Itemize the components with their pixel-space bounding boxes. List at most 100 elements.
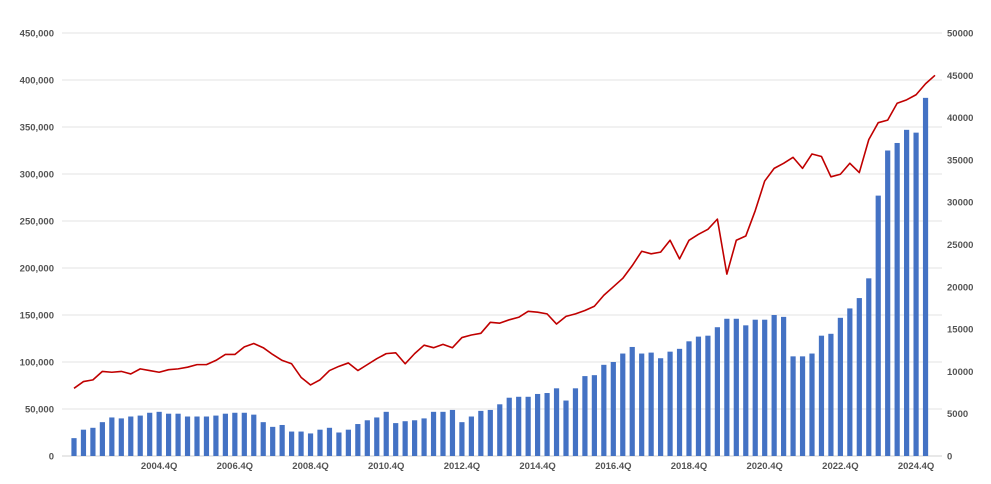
bar: [828, 333, 834, 456]
x-tick-label: 2018.4Q: [671, 461, 707, 472]
bar: [743, 325, 749, 456]
bar: [629, 346, 635, 456]
bar: [80, 429, 87, 456]
bar: [894, 142, 900, 457]
x-tick-label: 2016.4Q: [595, 461, 631, 472]
bar: [307, 433, 314, 456]
x-tick-label: 2006.4Q: [217, 461, 253, 472]
bar: [421, 418, 427, 456]
right-tick-label: 10000: [947, 367, 973, 378]
right-axis: 0 5000 10000 15000 20000 25000 30000 35000 40000…: [947, 29, 973, 463]
bar: [289, 431, 295, 456]
bar: [345, 429, 351, 456]
bar: [449, 409, 456, 456]
left-tick-label: 0: [49, 452, 54, 463]
bar: [790, 356, 796, 456]
bar: [799, 356, 806, 456]
bar: [667, 351, 673, 456]
bar: [118, 418, 124, 456]
bar: [601, 364, 607, 456]
left-tick-label: 250,000: [20, 217, 54, 228]
bar: [270, 426, 276, 456]
bar: [620, 353, 626, 456]
bar: [184, 416, 191, 456]
bar: [487, 409, 493, 456]
bar: [99, 422, 105, 456]
right-tick-label: 0: [947, 452, 952, 463]
right-tick-label: 30000: [947, 198, 973, 209]
bar: [591, 375, 597, 456]
bar: [241, 412, 247, 456]
bar: [837, 317, 843, 456]
bar: [648, 352, 654, 456]
bar: [686, 341, 692, 456]
bar: [563, 400, 569, 456]
bar: [232, 412, 238, 456]
bar: [430, 411, 437, 456]
bar: [383, 411, 389, 456]
bar: [128, 416, 134, 456]
right-tick-label: 50000: [947, 29, 973, 40]
x-tick-label: 2010.4Q: [368, 461, 404, 472]
bar: [166, 413, 172, 456]
x-tick-label: 2024.4Q: [898, 461, 934, 472]
bar: [355, 424, 361, 456]
bar: [714, 327, 720, 456]
bar: [913, 132, 919, 456]
left-tick-label: 100,000: [20, 358, 54, 369]
bar: [544, 393, 550, 456]
bar: [298, 431, 304, 456]
bar: [156, 411, 162, 456]
left-tick-label: 400,000: [20, 76, 54, 87]
bar: [393, 423, 399, 456]
x-tick-label: 2014.4Q: [519, 461, 555, 472]
bar: [818, 335, 825, 456]
bar: [658, 358, 664, 456]
x-tick-label: 2004.4Q: [141, 461, 177, 472]
bar: [213, 415, 219, 456]
bar: [459, 422, 465, 456]
bar: [222, 413, 228, 456]
bar: [175, 413, 181, 456]
left-tick-label: 200,000: [20, 264, 54, 275]
right-tick-label: 40000: [947, 113, 973, 124]
bar: [516, 396, 522, 456]
bar: [71, 438, 77, 456]
bar: [781, 316, 787, 456]
bar: [364, 420, 370, 456]
bar: [317, 429, 323, 456]
bar: [506, 397, 512, 456]
bar: [90, 427, 96, 456]
bar: [582, 376, 588, 456]
left-axis: 0 50,000 100,000 150,000 200,000 250,000 300,0…: [20, 29, 54, 463]
bar: [847, 308, 853, 456]
bar: [752, 319, 758, 456]
bar: [251, 414, 257, 456]
bar: [194, 416, 200, 456]
bar: [639, 353, 645, 456]
bar: [885, 150, 891, 456]
x-tick-label: 2012.4Q: [444, 461, 480, 472]
line-series: [73, 74, 936, 389]
bar: [203, 416, 210, 456]
bar: [468, 416, 474, 456]
x-tick-label: 2008.4Q: [292, 461, 328, 472]
x-axis: 2004.4Q 2006.4Q 2008.4Q 2010.4Q 2012.4Q 2014.…: [141, 461, 934, 472]
bar: [535, 393, 541, 456]
left-tick-label: 50,000: [25, 405, 54, 416]
left-tick-label: 300,000: [20, 170, 54, 181]
left-tick-label: 150,000: [20, 311, 54, 322]
bar: [137, 415, 143, 456]
x-tick-label: 2020.4Q: [746, 461, 782, 472]
bar: [440, 411, 446, 456]
right-tick-label: 5000: [947, 409, 968, 420]
bar: [412, 420, 418, 456]
bar: [497, 404, 503, 456]
bar: [336, 432, 342, 456]
bar: [922, 97, 929, 457]
bar: [875, 195, 881, 456]
bar: [904, 129, 910, 456]
line-path: [73, 74, 936, 389]
bar: [705, 335, 711, 456]
